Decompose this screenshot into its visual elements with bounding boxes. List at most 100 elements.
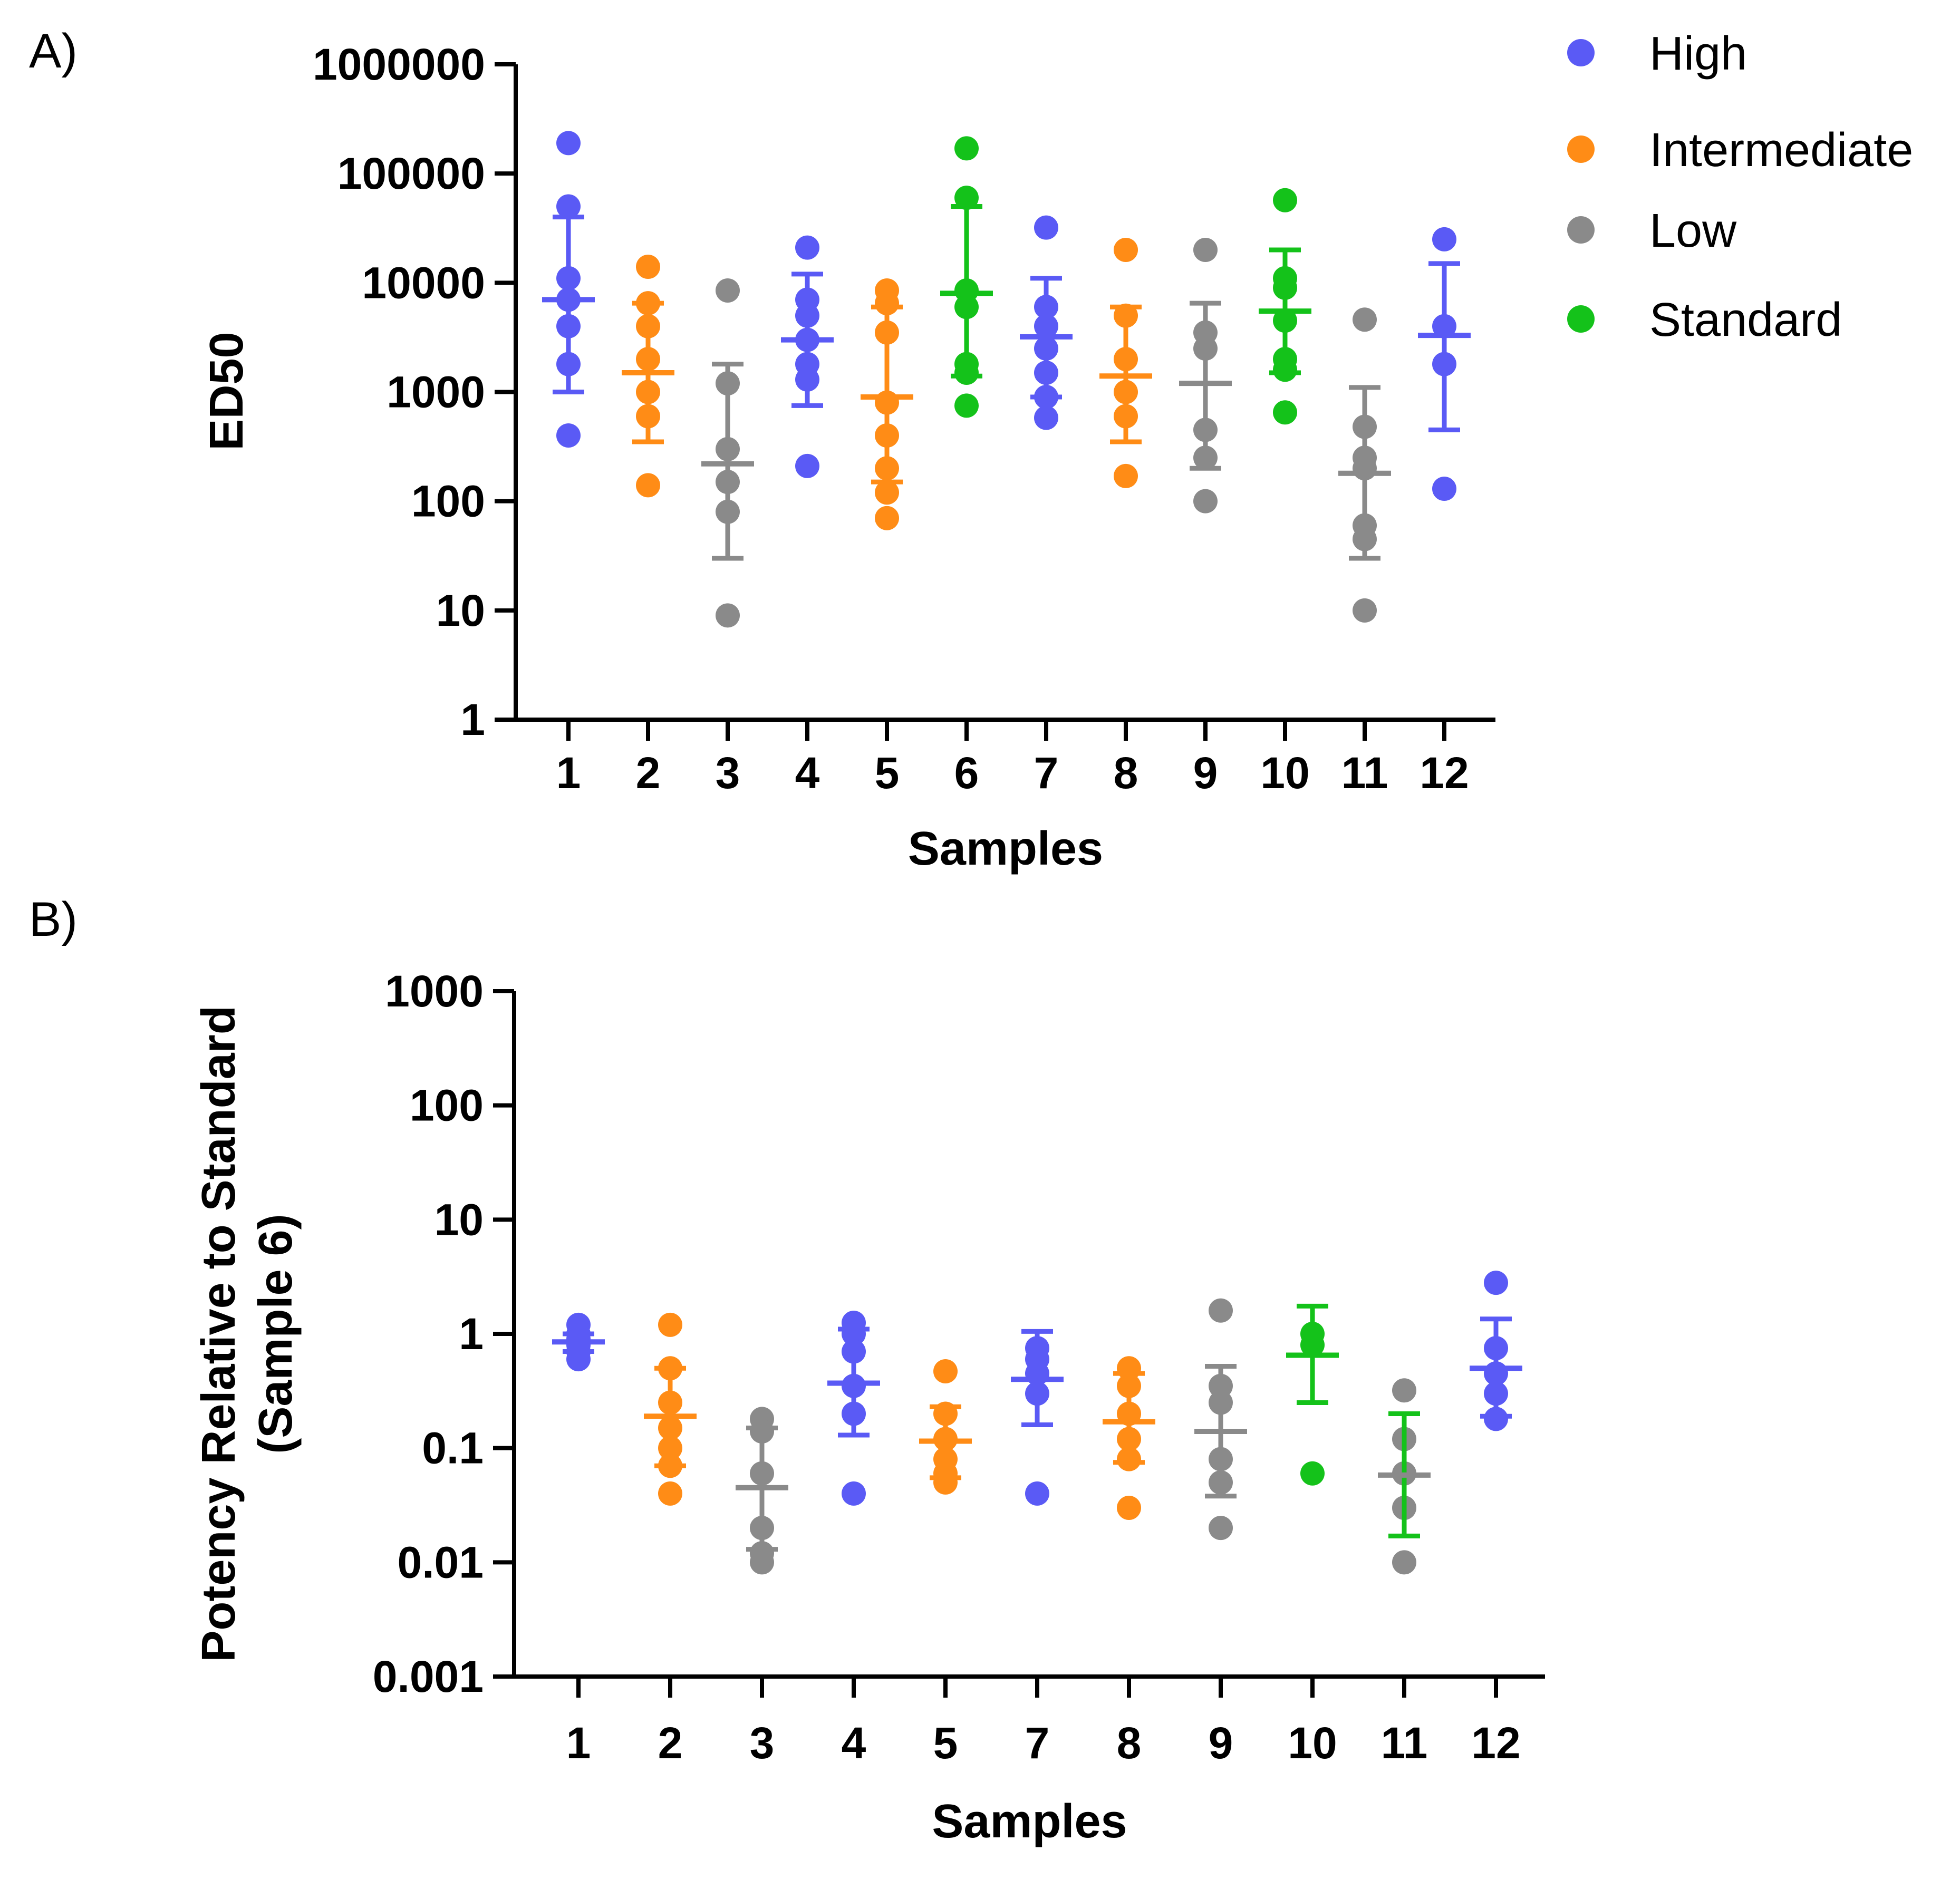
data-point [933, 1359, 958, 1384]
sample-group-2: 2 [622, 255, 674, 798]
data-point [1034, 405, 1058, 430]
data-point [954, 186, 979, 210]
legend-label: Standard [1649, 294, 1842, 346]
data-point [556, 423, 581, 448]
y-axis-title: Potency Relative to Standard(Sample 6) [192, 1005, 302, 1662]
data-point [842, 1481, 866, 1506]
x-tick-label: 1 [556, 748, 581, 798]
data-point [750, 1550, 774, 1575]
data-point [1273, 188, 1297, 212]
legend-item-high: High [1567, 27, 1747, 80]
data-point [658, 1481, 682, 1506]
sample-group-5: 5 [861, 278, 913, 798]
data-point [1114, 237, 1138, 262]
data-point [795, 453, 819, 478]
data-point [875, 506, 899, 530]
data-point [1392, 1550, 1416, 1575]
x-tick-label: 12 [1420, 748, 1469, 798]
legend-label: High [1649, 27, 1747, 80]
y-tick-label: 100 [410, 1081, 484, 1130]
sample-group-8: 8 [1103, 1356, 1155, 1768]
x-tick-label: 8 [1114, 748, 1138, 798]
x-tick-label: 7 [1034, 748, 1059, 798]
x-axis-title: Samples [908, 822, 1103, 875]
sample-group-12: 12 [1418, 227, 1471, 798]
legend-marker [1567, 39, 1595, 66]
x-tick-label: 9 [1193, 748, 1218, 798]
data-point [1114, 463, 1138, 488]
sample-group-11: 11 [1338, 307, 1391, 798]
data-point [1484, 1407, 1508, 1431]
x-tick-label: 5 [875, 748, 900, 798]
x-tick-label: 4 [842, 1718, 866, 1768]
sample-group-1: 1 [542, 131, 595, 798]
x-tick-label: 11 [1341, 748, 1388, 798]
panel-label: A) [29, 24, 78, 78]
x-tick-label: 2 [636, 748, 661, 798]
data-point [1209, 1298, 1233, 1323]
sample-group-11: 11 [1378, 1378, 1431, 1768]
x-tick-label: 4 [795, 748, 820, 798]
legend: High Intermediate Low Standard [1567, 27, 1913, 346]
sample-group-5: 5 [919, 1359, 972, 1768]
sample-group-4: 4 [781, 235, 834, 798]
data-point [1484, 1271, 1508, 1295]
y-tick-label: 0.01 [398, 1537, 484, 1587]
sample-group-6: 6 [940, 136, 993, 798]
x-axis-title: Samples [932, 1795, 1127, 1848]
data-point [1193, 489, 1218, 514]
data-point [1353, 598, 1377, 623]
data-point [1432, 227, 1456, 251]
y-tick-label: 0.1 [422, 1423, 484, 1473]
sample-group-3: 3 [701, 278, 754, 798]
data-point [1273, 400, 1297, 425]
sample-group-10: 10 [1259, 188, 1311, 798]
data-point [1432, 477, 1456, 501]
legend-marker [1567, 216, 1595, 244]
y-tick-label: 10 [435, 1195, 484, 1244]
x-tick-label: 5 [933, 1718, 958, 1768]
x-tick-label: 10 [1288, 1718, 1337, 1768]
x-tick-label: 6 [954, 748, 979, 798]
sample-group-9: 9 [1194, 1298, 1247, 1768]
data-point [658, 1312, 682, 1337]
y-tick-label: 1000 [385, 966, 484, 1016]
data-point [1193, 237, 1218, 262]
legend-marker [1567, 305, 1595, 333]
x-tick-label: 3 [716, 748, 740, 798]
data-point [556, 131, 581, 156]
x-tick-label: 2 [658, 1718, 683, 1768]
data-point [716, 278, 740, 303]
sample-group-3: 3 [736, 1407, 788, 1768]
data-point [1034, 215, 1058, 240]
data-point [954, 136, 979, 161]
sample-group-8: 8 [1099, 237, 1152, 798]
data-point [636, 473, 660, 498]
legend-item-intermediate: Intermediate [1567, 124, 1913, 177]
sample-group-1: 1 [552, 1312, 605, 1768]
sample-group-2: 2 [644, 1312, 697, 1768]
y-axis-title: ED50 [200, 332, 253, 450]
data-point [795, 235, 819, 260]
legend-item-standard: Standard [1567, 294, 1842, 346]
legend-label: Intermediate [1649, 124, 1913, 177]
sample-group-9: 9 [1179, 237, 1232, 798]
data-point [1392, 1378, 1416, 1403]
x-tick-label: 3 [750, 1718, 775, 1768]
y-tick-label: 100 [411, 477, 485, 526]
x-tick-label: 8 [1117, 1718, 1142, 1768]
data-point [875, 480, 899, 505]
y-tick-label: 100000 [337, 149, 485, 198]
legend-label: Low [1649, 205, 1737, 257]
data-point [716, 603, 740, 628]
data-point [556, 194, 581, 219]
y-tick-label: 1000000 [313, 40, 485, 89]
x-tick-label: 11 [1381, 1718, 1428, 1768]
data-point [1300, 1461, 1325, 1486]
sample-group-4: 4 [827, 1311, 880, 1768]
y-tick-label: 10000 [362, 258, 485, 307]
data-point [636, 255, 660, 279]
